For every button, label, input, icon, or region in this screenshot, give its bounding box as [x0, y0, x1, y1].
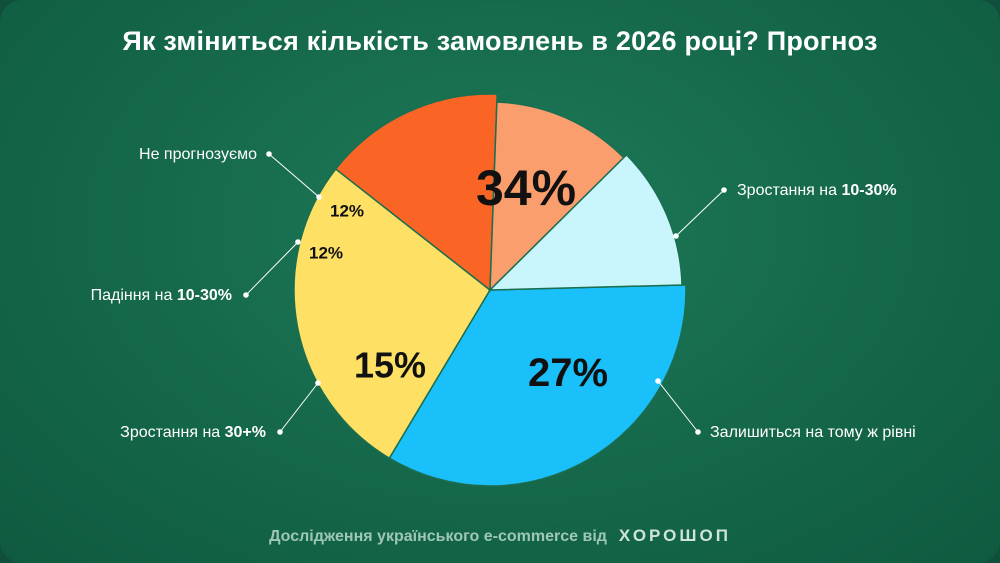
category-label-5: Не прогнозуємо — [139, 146, 257, 163]
category-label-1: Зростання на 10-30% — [737, 182, 897, 199]
slice-value-label-2: 27% — [528, 351, 608, 395]
leader-dot-1-1 — [673, 233, 679, 239]
leader-dot-3-2 — [277, 429, 283, 435]
slice-value-label-5: 12% — [330, 202, 364, 221]
leader-dot-5-1 — [316, 194, 322, 200]
leader-dot-5-2 — [266, 151, 272, 157]
leader-dot-2-1 — [655, 378, 661, 384]
leader-line-2 — [657, 380, 699, 433]
leader-dot-1-2 — [721, 187, 727, 193]
leader-dot-4-1 — [295, 239, 301, 245]
leader-dot-4-2 — [243, 292, 249, 298]
category-label-3: Зростання на 30+% — [120, 424, 266, 441]
leader-line-4 — [245, 241, 299, 296]
footer-text: Дослідження українського e-commerce від — [269, 528, 607, 545]
brand-logo: ХОРОШОП — [618, 526, 731, 545]
pie-slice-3 — [334, 93, 498, 292]
slice-value-label-4: 12% — [309, 244, 343, 263]
leader-dot-3-1 — [315, 380, 321, 386]
leader-dot-2-2 — [695, 429, 701, 435]
footer: Дослідження українського e-commerce від Х… — [0, 526, 1000, 546]
pie-slice-2 — [293, 168, 491, 460]
leader-line-3 — [279, 382, 319, 433]
slice-value-label-1: 34% — [476, 160, 576, 216]
category-label-2: Залишиться на тому ж рівні — [710, 424, 916, 441]
category-label-4: Падіння на 10-30% — [91, 287, 232, 304]
leader-line-5 — [268, 153, 320, 198]
pie-slice-5 — [488, 153, 683, 291]
pie-slice-4 — [489, 101, 625, 292]
slice-value-label-3: 15% — [354, 345, 426, 386]
chart-title: Як зміниться кількість замовлень в 2026 … — [122, 26, 878, 56]
leader-line-1 — [675, 189, 725, 237]
